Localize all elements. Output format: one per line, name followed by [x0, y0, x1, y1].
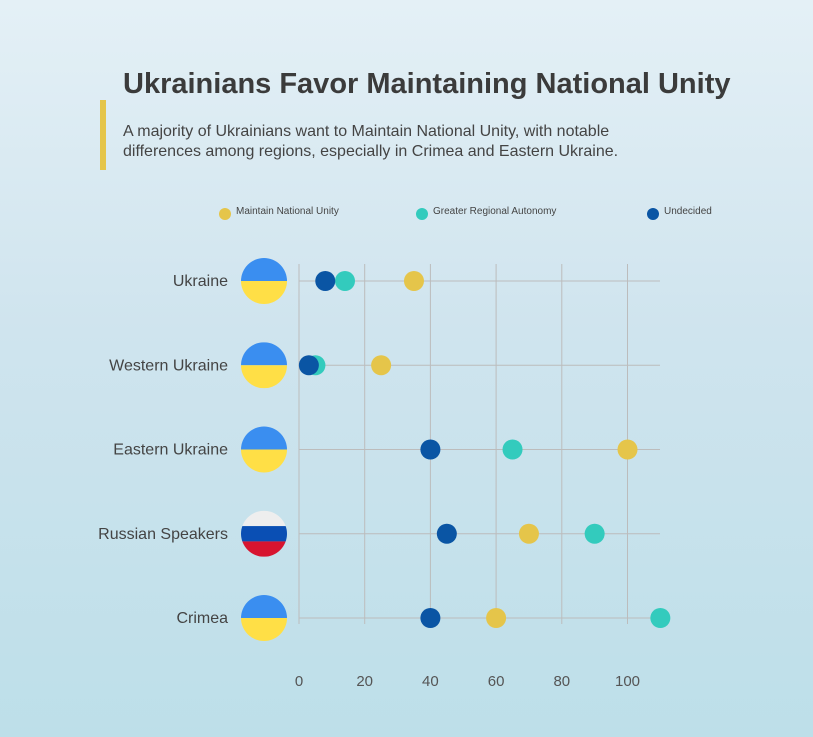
data-point-undecided: [298, 355, 319, 376]
category-label: Ukraine: [173, 273, 228, 290]
category-label: Eastern Ukraine: [113, 442, 228, 459]
data-point-maintain: [617, 439, 638, 460]
data-point-autonomy: [650, 608, 671, 628]
x-tick-label: 80: [553, 673, 570, 690]
data-point-maintain: [371, 355, 392, 376]
legend-label: Maintain National Unity: [236, 206, 339, 217]
ukraine-flag-icon: [241, 342, 287, 389]
data-point-maintain: [403, 271, 424, 291]
x-tick-label: 100: [615, 673, 640, 690]
data-point-undecided: [420, 439, 441, 460]
legend-marker: [416, 208, 428, 220]
chart-title: Ukrainians Favor Maintaining National Un…: [123, 68, 731, 100]
legend-marker: [219, 208, 231, 220]
ukraine-flag-icon: [241, 426, 287, 473]
accent-bar: [100, 100, 106, 170]
chart-subtitle: A majority of Ukrainians want to Maintai…: [123, 123, 619, 160]
legend-marker: [647, 208, 659, 220]
legend-label: Greater Regional Autonomy: [433, 206, 556, 217]
category-label: Russian Speakers: [98, 526, 228, 543]
legend-label: Undecided: [664, 206, 712, 217]
data-point-undecided: [420, 608, 441, 628]
data-point-autonomy: [502, 439, 523, 460]
x-tick-label: 40: [422, 673, 439, 690]
data-point-autonomy: [334, 271, 355, 291]
data-point-undecided: [436, 523, 457, 544]
x-tick-label: 60: [488, 673, 505, 690]
x-tick-label: 20: [356, 673, 373, 690]
x-tick-label: 0: [295, 673, 303, 690]
ukraine-flag-icon: [241, 595, 287, 641]
russia-flag-icon: [241, 510, 287, 557]
category-label: Western Ukraine: [109, 357, 228, 374]
data-point-maintain: [518, 523, 539, 544]
ukraine-flag-icon: [241, 258, 287, 304]
data-point-maintain: [486, 608, 507, 628]
category-label: Crimea: [176, 610, 228, 627]
data-point-undecided: [315, 271, 336, 291]
data-point-autonomy: [584, 523, 605, 544]
